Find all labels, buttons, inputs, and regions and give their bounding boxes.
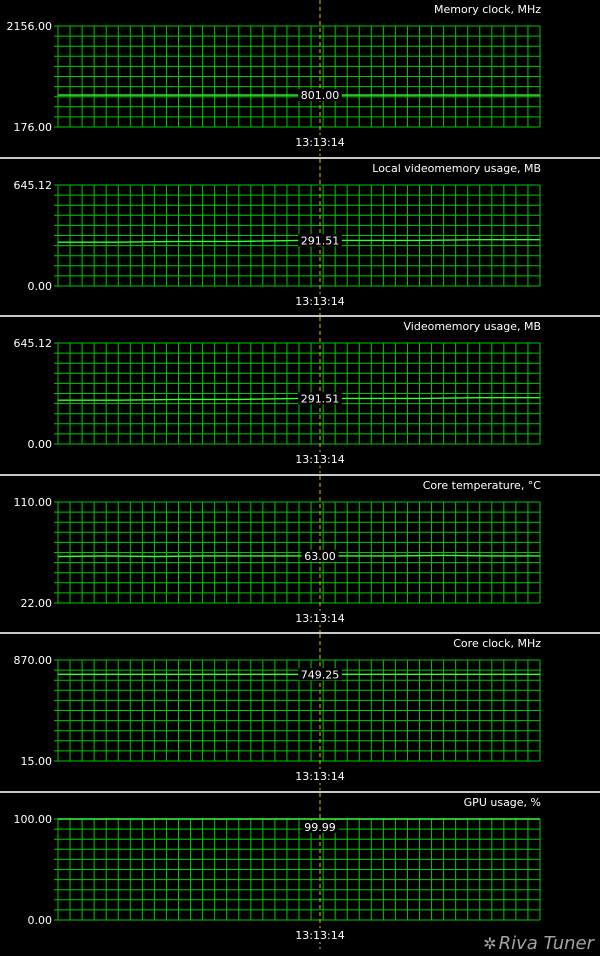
y-min-label: 0.00 bbox=[28, 914, 53, 927]
chart-title: Videomemory usage, MB bbox=[404, 320, 542, 333]
watermark-text: Riva Tuner bbox=[498, 933, 594, 954]
chart-svg: Local videomemory usage, MB 645.12 0.00 291… bbox=[14, 159, 541, 315]
chart-panel: Core temperature, °C 110.00 22.00 63.00 13:1… bbox=[0, 476, 600, 632]
chart-svg: Videomemory usage, MB 645.12 0.00 291.51 13:… bbox=[14, 317, 542, 473]
cursor-time-label: 13:13:14 bbox=[295, 770, 344, 783]
cursor-time-label: 13:13:14 bbox=[295, 136, 344, 149]
chart-svg: Core clock, MHz 870.00 15.00 749.25 13:13:14 bbox=[14, 634, 541, 790]
current-value-backdrop bbox=[298, 668, 342, 681]
y-min-label: 22.00 bbox=[21, 597, 53, 610]
chart-svg: Core temperature, °C 110.00 22.00 63.00 13:1… bbox=[14, 476, 542, 632]
current-value-backdrop bbox=[301, 549, 339, 562]
current-value-label: 801.00 bbox=[301, 89, 340, 102]
current-value-backdrop bbox=[301, 821, 339, 833]
panel-divider bbox=[0, 474, 600, 476]
chart-title: Core temperature, °C bbox=[423, 479, 542, 492]
cursor-time-label: 13:13:14 bbox=[295, 612, 344, 625]
chart-title: Core clock, MHz bbox=[453, 637, 541, 650]
current-value-backdrop bbox=[298, 89, 342, 102]
y-min-label: 0.00 bbox=[28, 280, 53, 293]
cursor-time-backdrop bbox=[294, 928, 346, 942]
current-value-label: 291.51 bbox=[301, 234, 340, 247]
y-min-label: 176.00 bbox=[14, 121, 53, 134]
series-line bbox=[57, 554, 540, 558]
current-value-backdrop bbox=[298, 392, 342, 405]
current-value-label: 749.25 bbox=[301, 668, 340, 681]
current-value-label: 63.00 bbox=[304, 550, 336, 563]
cursor-time-backdrop bbox=[294, 769, 346, 783]
current-value-label: 291.51 bbox=[301, 392, 340, 405]
cursor-time-backdrop bbox=[294, 452, 346, 466]
y-max-label: 645.12 bbox=[14, 179, 53, 192]
current-value-backdrop bbox=[298, 234, 342, 247]
chart-title: Memory clock, MHz bbox=[434, 3, 541, 16]
y-max-label: 110.00 bbox=[14, 496, 53, 509]
y-max-label: 2156.00 bbox=[7, 20, 53, 33]
panel-divider bbox=[0, 315, 600, 317]
panel-divider bbox=[0, 791, 600, 793]
cursor-time-backdrop bbox=[294, 611, 346, 625]
chart-panel: Core clock, MHz 870.00 15.00 749.25 13:13:14 bbox=[0, 634, 600, 790]
chart-svg: GPU usage, % 100.00 0.00 99.99 13:13:14 bbox=[14, 793, 541, 949]
cursor-time-backdrop bbox=[294, 294, 346, 308]
chart-panel: Videomemory usage, MB 645.12 0.00 291.51 13:… bbox=[0, 317, 600, 473]
cursor-time-label: 13:13:14 bbox=[295, 295, 344, 308]
y-max-label: 100.00 bbox=[14, 813, 53, 826]
chart-svg: Memory clock, MHz 2156.00 176.00 801.00 13:1… bbox=[7, 0, 541, 156]
chart-panel: Local videomemory usage, MB 645.12 0.00 291… bbox=[0, 159, 600, 315]
chart-panel: GPU usage, % 100.00 0.00 99.99 13:13:14 bbox=[0, 793, 600, 949]
current-value-label: 99.99 bbox=[304, 821, 336, 834]
chart-panel: Memory clock, MHz 2156.00 176.00 801.00 13:1… bbox=[0, 0, 600, 156]
y-max-label: 645.12 bbox=[14, 337, 53, 350]
cursor-time-label: 13:13:14 bbox=[295, 453, 344, 466]
panel-divider bbox=[0, 632, 600, 634]
y-min-label: 0.00 bbox=[28, 438, 53, 451]
gear-icon: ✲ bbox=[483, 934, 497, 953]
chart-title: Local videomemory usage, MB bbox=[372, 162, 541, 175]
chart-title: GPU usage, % bbox=[464, 796, 541, 809]
cursor-time-label: 13:13:14 bbox=[295, 929, 344, 942]
y-max-label: 870.00 bbox=[14, 654, 53, 667]
y-min-label: 15.00 bbox=[21, 755, 53, 768]
panel-divider bbox=[0, 157, 600, 159]
rivatuner-logo: ✲ Riva Tuner bbox=[483, 933, 594, 954]
cursor-time-backdrop bbox=[294, 135, 346, 149]
